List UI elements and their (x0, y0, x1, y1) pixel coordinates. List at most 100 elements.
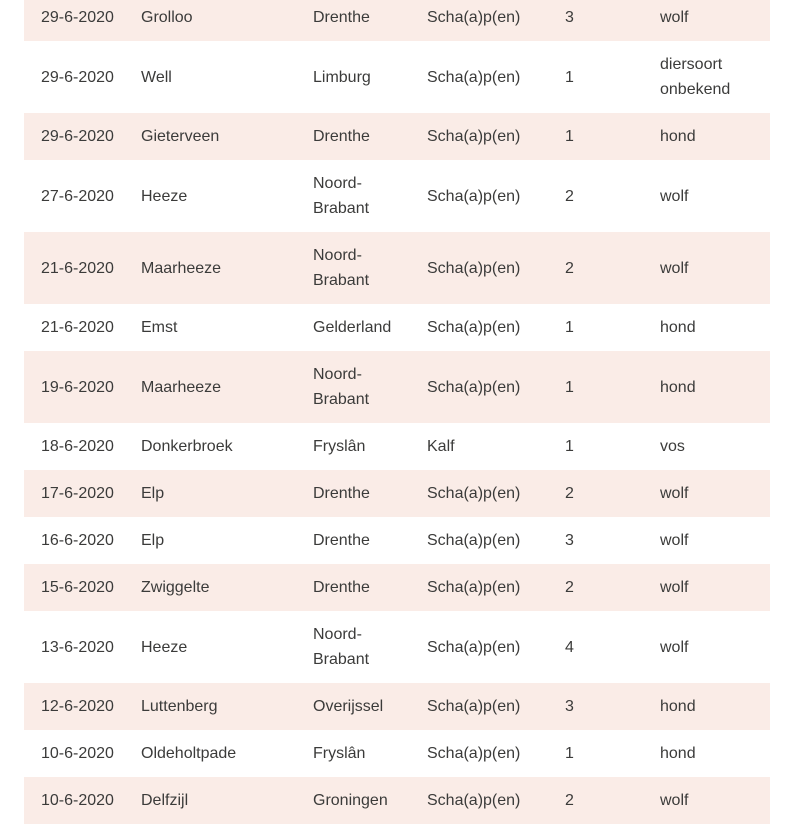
cell-date: 19-6-2020 (24, 351, 124, 423)
cell-count: 3 (548, 0, 643, 41)
cell-animal: Scha(a)p(en) (410, 564, 548, 611)
cell-animal: Scha(a)p(en) (427, 638, 521, 656)
table-row: 27-6-2020 Heeze Noord-Brabant Scha(a)p(en) 2… (24, 160, 770, 232)
cell-date: 10-6-2020 (24, 777, 124, 824)
cell-province: Drenthe (296, 470, 410, 517)
cell-province: Drenthe (296, 0, 410, 41)
damage-table-body: 29-6-2020 Grolloo Drenthe Scha(a)p(en) 3 wolf… (24, 0, 770, 824)
table-row: 15-6-2020 Zwiggelte Drenthe Scha(a)p(en) 2 wo… (24, 564, 770, 611)
cell-place: Maarheeze (124, 232, 296, 304)
cell-cause: wolf (643, 564, 770, 611)
cell-count: 1 (565, 68, 574, 86)
cell-count: 2 (565, 187, 574, 205)
cell-place: Emst (141, 319, 178, 336)
cell-cause: hond (643, 351, 770, 423)
cell-animal: Scha(a)p(en) (410, 470, 548, 517)
cell-animal: Scha(a)p(en) (410, 232, 548, 304)
cell-cause: vos (660, 438, 685, 455)
cell-date: 10-6-2020 (41, 745, 114, 762)
cell-province: Drenthe (313, 532, 370, 549)
cell-animal: Scha(a)p(en) (410, 0, 548, 41)
cell-date: 29-6-2020 (24, 0, 124, 41)
cell-count: 1 (548, 351, 643, 423)
table-row: 16-6-2020 Elp Drenthe Scha(a)p(en) 3 wolf (24, 517, 770, 564)
cell-count: 3 (565, 532, 574, 549)
cell-place: Heeze (141, 187, 188, 205)
cell-date: 29-6-2020 (24, 113, 124, 160)
cell-cause: hond (660, 319, 696, 336)
cell-place: Luttenberg (124, 683, 296, 730)
cell-count: 2 (548, 777, 643, 824)
cell-province: Noord-Brabant (296, 232, 410, 304)
table-row: 17-6-2020 Elp Drenthe Scha(a)p(en) 2 wolf (24, 470, 770, 517)
cell-cause: wolf (643, 470, 770, 517)
table-row: 10-6-2020 Delfzijl Groningen Scha(a)p(en) 2 w… (24, 777, 770, 824)
cell-date: 18-6-2020 (41, 438, 114, 455)
cell-cause: wolf (643, 777, 770, 824)
cell-date: 29-6-2020 (41, 68, 114, 86)
cell-cause: wolf (643, 0, 770, 41)
cell-date: 13-6-2020 (41, 638, 114, 656)
cell-date: 21-6-2020 (41, 319, 114, 336)
cell-count: 2 (548, 470, 643, 517)
cell-province: Drenthe (296, 113, 410, 160)
cell-cause: hond (643, 113, 770, 160)
cell-animal: Scha(a)p(en) (410, 351, 548, 423)
table-row: 18-6-2020 Donkerbroek Fryslân Kalf 1 vos (24, 423, 770, 470)
cell-count: 1 (565, 319, 574, 336)
damage-table-container: 29-6-2020 Grolloo Drenthe Scha(a)p(en) 3 wolf… (24, 0, 770, 824)
cell-place: Well (141, 68, 172, 86)
cell-province: Groningen (296, 777, 410, 824)
cell-animal: Kalf (427, 438, 455, 455)
cell-place: Grolloo (124, 0, 296, 41)
cell-animal: Scha(a)p(en) (427, 532, 521, 549)
cell-place: Elp (141, 532, 165, 549)
cell-animal: Scha(a)p(en) (427, 68, 521, 86)
cell-cause: wolf (660, 638, 689, 656)
table-row: 13-6-2020 Heeze Noord-Brabant Scha(a)p(en) 4… (24, 611, 770, 683)
cell-count: 1 (565, 745, 574, 762)
cell-date: 15-6-2020 (24, 564, 124, 611)
table-row: 21-6-2020 Maarheeze Noord-Brabant Scha(a)p(… (24, 232, 770, 304)
cell-cause: wolf (660, 532, 689, 549)
cell-place: Gieterveen (124, 113, 296, 160)
cell-count: 1 (548, 113, 643, 160)
cell-province: Limburg (313, 68, 371, 86)
cell-province: Noord-Brabant (296, 351, 410, 423)
cell-animal: Scha(a)p(en) (427, 187, 521, 205)
table-row: 29-6-2020 Grolloo Drenthe Scha(a)p(en) 3 wolf (24, 0, 770, 41)
cell-animal: Scha(a)p(en) (427, 319, 521, 336)
cell-cause: hond (660, 745, 696, 762)
table-row: 19-6-2020 Maarheeze Noord-Brabant Scha(a)p(… (24, 351, 770, 423)
cell-province: Overijssel (296, 683, 410, 730)
cell-date: 17-6-2020 (24, 470, 124, 517)
cell-place: Maarheeze (124, 351, 296, 423)
cell-animal: Scha(a)p(en) (410, 113, 548, 160)
cell-cause: wolf (660, 187, 689, 205)
cell-cause: diersoort onbekend (660, 56, 731, 98)
cell-animal: Scha(a)p(en) (410, 683, 548, 730)
cell-count: 3 (548, 683, 643, 730)
cell-cause: wolf (643, 232, 770, 304)
table-row: 21-6-2020 Emst Gelderland Scha(a)p(en) 1 hond (24, 304, 770, 351)
cell-date: 27-6-2020 (41, 187, 114, 205)
cell-count: 2 (548, 232, 643, 304)
table-row: 29-6-2020 Well Limburg Scha(a)p(en) 1 diersoo… (24, 41, 770, 113)
cell-place: Zwiggelte (124, 564, 296, 611)
cell-province: Noord-Brabant (313, 175, 370, 217)
table-row: 12-6-2020 Luttenberg Overijssel Scha(a)p(en… (24, 683, 770, 730)
cell-cause: hond (643, 683, 770, 730)
cell-date: 21-6-2020 (24, 232, 124, 304)
cell-place: Heeze (141, 638, 188, 656)
cell-province: Noord-Brabant (313, 626, 370, 668)
damage-table: 29-6-2020 Grolloo Drenthe Scha(a)p(en) 3 wolf… (24, 0, 770, 824)
cell-province: Fryslân (313, 745, 366, 762)
cell-place: Delfzijl (124, 777, 296, 824)
cell-province: Drenthe (296, 564, 410, 611)
cell-animal: Scha(a)p(en) (410, 777, 548, 824)
cell-date: 12-6-2020 (24, 683, 124, 730)
table-row: 29-6-2020 Gieterveen Drenthe Scha(a)p(en) 1 h… (24, 113, 770, 160)
cell-province: Gelderland (313, 319, 392, 336)
cell-count: 4 (565, 638, 574, 656)
cell-place: Oldeholtpade (141, 745, 237, 762)
